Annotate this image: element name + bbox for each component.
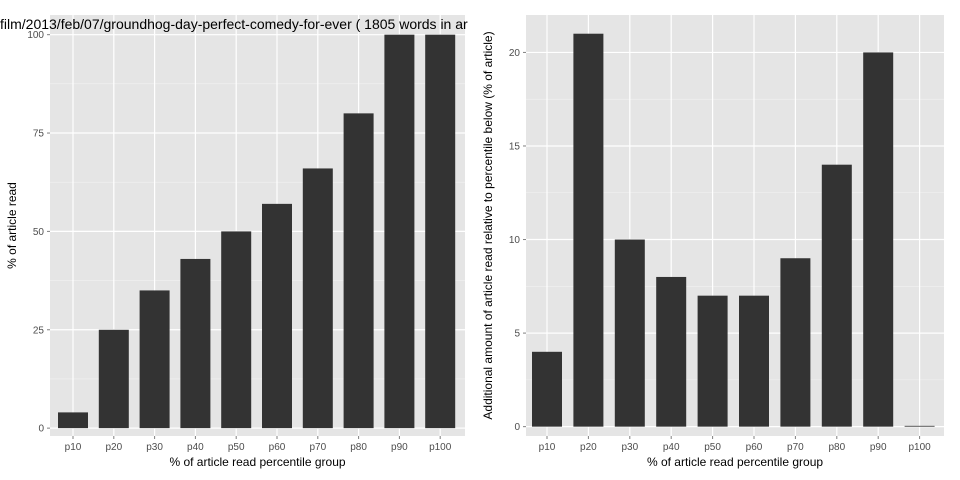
y-tick-label: 0 — [514, 422, 520, 433]
y-axis-title: % of article read — [5, 182, 19, 269]
y-tick-label: 75 — [33, 129, 45, 140]
x-tick-label: p60 — [746, 442, 763, 453]
x-tick-label: p30 — [146, 442, 163, 453]
y-tick-label: 100 — [27, 30, 44, 41]
x-tick-label: p60 — [269, 442, 286, 453]
x-tick-label: p70 — [787, 442, 804, 453]
y-tick-label: 0 — [38, 424, 44, 435]
bar-p90 — [863, 52, 894, 427]
x-tick-label: p90 — [391, 442, 408, 453]
bar-p30 — [614, 239, 645, 427]
x-tick-label: p100 — [429, 442, 452, 453]
bar-p80 — [821, 164, 852, 427]
bar-p100 — [425, 34, 456, 429]
y-tick-label: 15 — [509, 141, 521, 152]
chart-title: film/2013/feb/07/groundhog-day-perfect-c… — [0, 16, 468, 32]
x-tick-label: p40 — [663, 442, 680, 453]
x-tick-label: p90 — [870, 442, 887, 453]
bar-p60 — [262, 203, 292, 429]
x-tick-label: p50 — [228, 442, 245, 453]
bar-p40 — [180, 258, 211, 429]
x-axis-title: % of article read percentile group — [169, 455, 345, 469]
x-tick-label: p10 — [539, 442, 556, 453]
bar-p60 — [739, 295, 769, 427]
bar-p50 — [697, 295, 728, 427]
bar-p70 — [780, 258, 811, 427]
y-tick-label: 50 — [33, 227, 45, 238]
y-tick-label: 5 — [514, 329, 520, 340]
bar-p20 — [573, 33, 604, 427]
y-tick-label: 25 — [33, 325, 45, 336]
x-axis-title: % of article read percentile group — [647, 455, 823, 469]
bar-p20 — [98, 329, 129, 429]
bar-p90 — [384, 34, 415, 429]
y-tick-label: 20 — [509, 48, 521, 59]
y-tick-label: 10 — [509, 235, 521, 246]
chart-panel-1: 0 25 50 75 100 p10 p20 p30 p40 p50 p60 p70 p80 p90 p10… — [0, 15, 468, 469]
x-tick-label: p20 — [580, 442, 597, 453]
x-tick-label: p80 — [350, 442, 367, 453]
bar-p40 — [656, 276, 687, 427]
x-tick-label: p50 — [704, 442, 721, 453]
bar-p100 — [904, 425, 935, 427]
bar-p30 — [139, 290, 170, 429]
bar-p10 — [532, 351, 562, 427]
x-tick-label: p10 — [65, 442, 82, 453]
x-tick-label: p30 — [621, 442, 638, 453]
x-tick-label: p70 — [309, 442, 326, 453]
x-tick-label: p80 — [828, 442, 845, 453]
y-axis-title: Additional amount of article read relati… — [481, 31, 495, 419]
x-tick-label: p100 — [908, 442, 931, 453]
x-tick-label: p40 — [187, 442, 204, 453]
bar-p80 — [343, 113, 374, 429]
bar-p50 — [221, 231, 252, 429]
bar-p70 — [302, 168, 333, 429]
bar-p10 — [58, 412, 88, 429]
x-tick-label: p20 — [105, 442, 122, 453]
chart-panel-2: 0 5 10 15 20 p10 p20 p30 p40 p50 p60 p70 p80 p90 p100%… — [481, 15, 944, 469]
